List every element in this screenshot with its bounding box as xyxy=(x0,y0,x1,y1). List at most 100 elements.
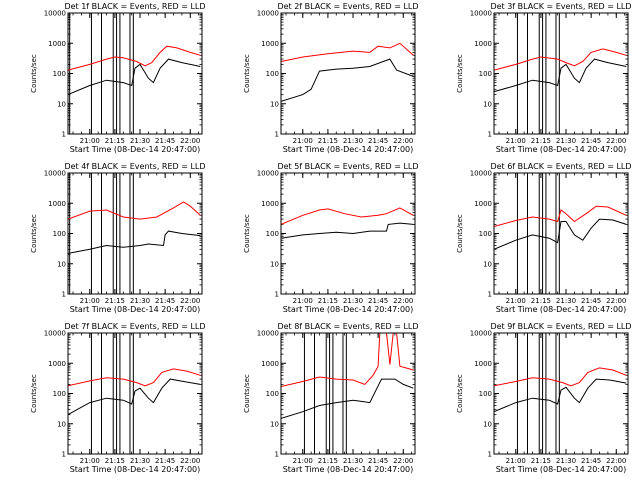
y-tick-label: 1 xyxy=(488,291,492,299)
x-tick-label: 21:45 xyxy=(368,457,388,465)
y-tick-label: 10 xyxy=(57,420,66,428)
x-tick-label: 22:00 xyxy=(393,297,413,305)
lld-series-line xyxy=(68,368,201,387)
y-tick-label: 10000 xyxy=(257,10,279,18)
plot-frame xyxy=(280,332,416,455)
x-tick-label: 21:15 xyxy=(531,457,551,465)
plot-frame xyxy=(493,332,629,455)
plot-frame xyxy=(67,332,203,455)
y-tick-label: 100 xyxy=(266,230,279,238)
y-tick-label: 10000 xyxy=(44,330,66,338)
x-axis-label: Start Time (08-Dec-14 20:47:00) xyxy=(70,145,201,154)
y-tick-label: 1000 xyxy=(48,40,66,48)
y-tick-label: 10000 xyxy=(257,330,279,338)
panel-title: Det 1f BLACK = Events, RED = LLD xyxy=(64,2,205,11)
y-tick-label: 10 xyxy=(57,260,66,268)
plot-frame xyxy=(67,172,203,295)
y-tick-label: 10000 xyxy=(470,330,492,338)
x-tick-label: 21:15 xyxy=(531,137,551,145)
x-tick-label: 21:15 xyxy=(105,457,125,465)
detector-panel: Det 9f BLACK = Events, RED = LLD Counts/s… xyxy=(456,322,632,474)
detector-panel: Det 1f BLACK = Events, RED = LLD Counts/s… xyxy=(30,2,206,154)
panel-title: Det 3f BLACK = Events, RED = LLD xyxy=(490,2,631,11)
y-axis-label: Counts/sec xyxy=(243,214,251,253)
y-tick-label: 1 xyxy=(62,131,66,139)
y-tick-label: 10000 xyxy=(44,170,66,178)
events-series-line xyxy=(494,218,627,250)
x-tick-label: 22:00 xyxy=(393,137,413,145)
detector-panel: Det 5f BLACK = Events, RED = LLD Counts/s… xyxy=(243,162,419,314)
x-tick-label: 21:30 xyxy=(130,297,150,305)
x-tick-label: 22:00 xyxy=(606,137,626,145)
plot-frame xyxy=(493,172,629,295)
y-tick-label: 10 xyxy=(483,100,492,108)
x-tick-label: 21:15 xyxy=(318,137,338,145)
x-tick-label: 21:30 xyxy=(556,137,576,145)
y-tick-label: 10000 xyxy=(44,10,66,18)
panel-title: Det 4f BLACK = Events, RED = LLD xyxy=(64,162,205,171)
x-tick-label: 22:00 xyxy=(180,137,200,145)
x-tick-label: 22:00 xyxy=(180,457,200,465)
x-tick-label: 22:00 xyxy=(180,297,200,305)
detector-panel: Det 2f BLACK = Events, RED = LLD Counts/s… xyxy=(243,2,419,154)
x-tick-label: 21:15 xyxy=(318,297,338,305)
x-tick-label: 21:45 xyxy=(368,137,388,145)
events-series-line xyxy=(68,378,201,416)
y-axis-label: Counts/sec xyxy=(243,54,251,93)
detector-panel: Det 3f BLACK = Events, RED = LLD Counts/s… xyxy=(456,2,632,154)
plot-frame xyxy=(280,172,416,295)
y-tick-label: 1000 xyxy=(474,40,492,48)
y-tick-label: 100 xyxy=(53,390,66,398)
events-series-line xyxy=(281,58,414,102)
x-tick-label: 21:15 xyxy=(318,457,338,465)
y-tick-label: 100 xyxy=(479,70,492,78)
x-axis-label: Start Time (08-Dec-14 20:47:00) xyxy=(283,145,414,154)
x-tick-label: 21:00 xyxy=(80,457,100,465)
lld-series-line xyxy=(494,205,627,227)
x-tick-label: 21:45 xyxy=(155,297,175,305)
y-tick-label: 1 xyxy=(62,291,66,299)
panel-title: Det 6f BLACK = Events, RED = LLD xyxy=(490,162,631,171)
x-tick-label: 22:00 xyxy=(606,457,626,465)
detector-panel: Det 7f BLACK = Events, RED = LLD Counts/s… xyxy=(30,322,206,474)
plot-frame xyxy=(67,12,203,135)
events-series-line xyxy=(68,58,201,96)
x-tick-label: 21:30 xyxy=(343,137,363,145)
events-series-line xyxy=(281,222,414,239)
lld-series-line xyxy=(281,42,414,62)
x-tick-label: 21:30 xyxy=(130,137,150,145)
x-tick-label: 21:30 xyxy=(130,457,150,465)
y-tick-label: 1000 xyxy=(474,360,492,368)
x-tick-label: 21:00 xyxy=(293,457,313,465)
y-tick-label: 100 xyxy=(266,390,279,398)
y-axis-label: Counts/sec xyxy=(30,214,38,253)
x-tick-label: 21:00 xyxy=(506,297,526,305)
x-tick-label: 21:45 xyxy=(155,457,175,465)
panel-title: Det 2f BLACK = Events, RED = LLD xyxy=(277,2,418,11)
lld-series-line xyxy=(68,45,201,71)
y-tick-label: 10 xyxy=(270,100,279,108)
y-axis-label: Counts/sec xyxy=(456,374,464,413)
y-tick-label: 10 xyxy=(270,260,279,268)
x-axis-label: Start Time (08-Dec-14 20:47:00) xyxy=(70,465,201,474)
x-tick-label: 21:30 xyxy=(556,457,576,465)
x-axis-label: Start Time (08-Dec-14 20:47:00) xyxy=(496,305,627,314)
y-axis-label: Counts/sec xyxy=(30,54,38,93)
panel-title: Det 5f BLACK = Events, RED = LLD xyxy=(277,162,418,171)
lld-series-line xyxy=(281,333,414,387)
panel-title: Det 8f BLACK = Events, RED = LLD xyxy=(277,322,418,331)
y-tick-label: 1000 xyxy=(48,360,66,368)
x-axis-label: Start Time (08-Dec-14 20:47:00) xyxy=(496,145,627,154)
y-tick-label: 100 xyxy=(53,70,66,78)
detector-panel: Det 8f BLACK = Events, RED = LLD Counts/s… xyxy=(243,322,419,474)
x-tick-label: 21:00 xyxy=(80,297,100,305)
y-axis-label: Counts/sec xyxy=(30,374,38,413)
y-tick-label: 10 xyxy=(57,100,66,108)
lld-series-line xyxy=(68,201,201,220)
x-tick-label: 21:00 xyxy=(506,137,526,145)
detector-panel: Det 4f BLACK = Events, RED = LLD Counts/s… xyxy=(30,162,206,314)
y-tick-label: 100 xyxy=(53,230,66,238)
x-axis-label: Start Time (08-Dec-14 20:47:00) xyxy=(283,465,414,474)
x-tick-label: 21:45 xyxy=(581,137,601,145)
x-tick-label: 21:15 xyxy=(531,297,551,305)
